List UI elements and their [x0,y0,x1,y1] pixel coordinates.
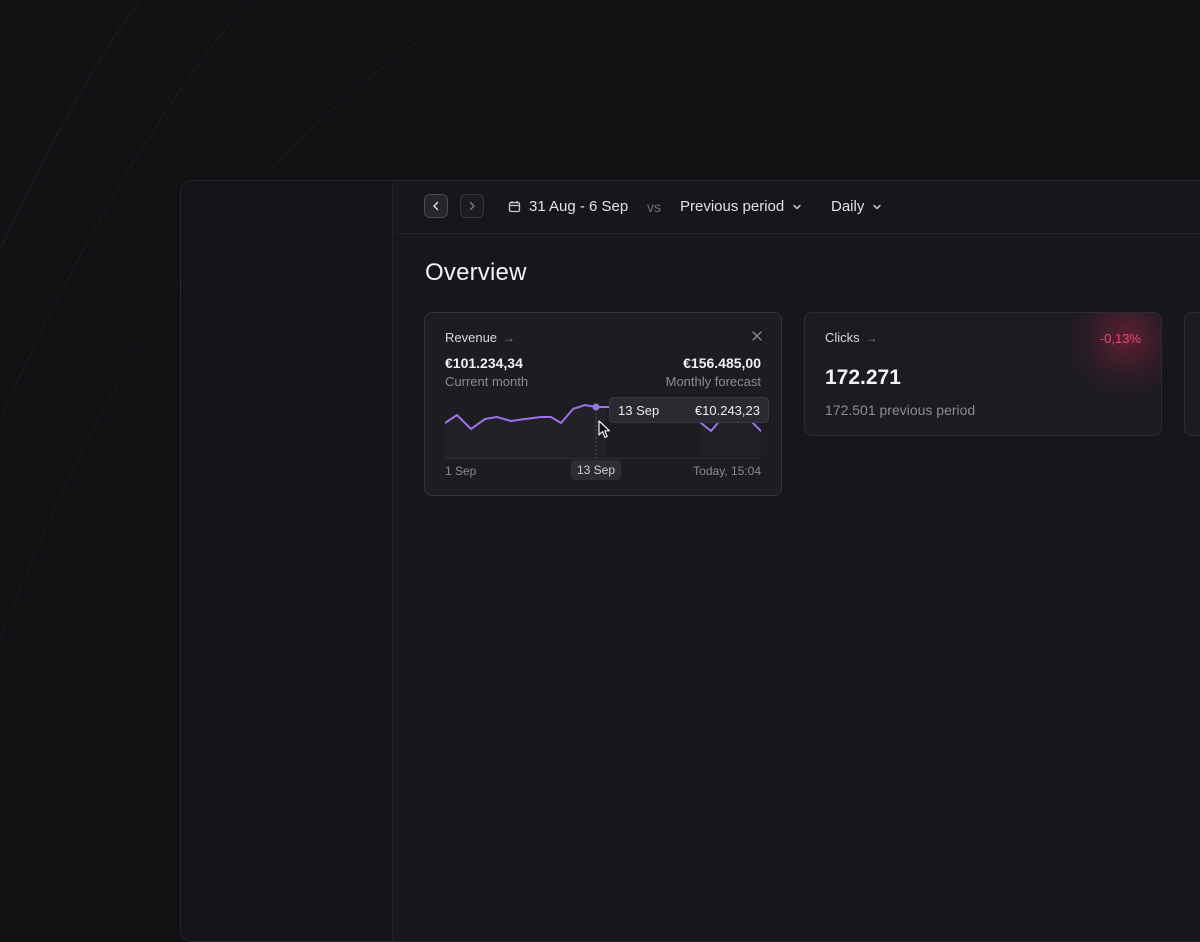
sparkline-area [445,405,605,459]
hover-point [592,403,600,411]
previous-period-button[interactable] [424,194,448,218]
chevron-down-icon [873,204,882,209]
tooltip-value: €10.243,23 [694,402,760,418]
vs-label: vs [647,199,661,215]
sparkline-forecast-area [701,417,761,459]
chevron-down-icon [793,204,801,209]
x-axis-selected-label: 13 Sep [571,460,622,480]
clicks-value: 172.271 [825,366,901,389]
arrow-right-icon: → [503,330,516,345]
date-range-label: 31 Aug - 6 Sep [529,198,629,215]
interval-dropdown[interactable]: Daily [831,198,882,215]
main-panel: 31 Aug - 6 Sep vs Previous period Daily … [393,181,1200,941]
revenue-card-header[interactable]: Revenue → [445,330,515,345]
arrow-right-icon: → [865,330,878,345]
calendar-icon [508,201,521,213]
compare-period-dropdown[interactable]: Previous period [680,198,802,215]
sidebar [181,181,393,941]
x-axis-end-label: Today, 15:04 [693,464,761,478]
clicks-card[interactable]: Clicks → -0,13% 172.271 172.501 previous… [804,312,1162,436]
revenue-card[interactable]: Revenue → €101.234,34 Current month €156… [424,312,782,496]
next-period-button[interactable] [460,194,484,218]
background-decoration [0,0,421,641]
page-title: Overview [425,259,527,286]
chevron-left-icon [433,201,439,211]
monthly-forecast-label: Monthly forecast [665,374,761,389]
current-month-value: €101.234,34 [445,355,523,371]
delta-glow [1061,313,1161,403]
clicks-previous-period: 172.501 previous period [825,402,976,418]
revenue-card-title: Revenue [445,330,498,345]
chevron-right-icon [469,201,475,211]
clicks-delta: -0,13% [1099,331,1141,346]
date-range-picker[interactable]: 31 Aug - 6 Sep [508,198,628,215]
x-axis-start-label: 1 Sep [445,464,477,478]
metric-card-partial[interactable] [1184,312,1200,436]
tooltip-date: 13 Sep [618,402,660,418]
chart-tooltip: 13 Sep €10.243,23 [609,397,769,423]
app-window: 31 Aug - 6 Sep vs Previous period Daily … [180,180,1200,942]
clicks-card-title: Clicks [825,330,860,345]
top-toolbar: 31 Aug - 6 Sep vs Previous period Daily [393,181,1200,234]
compare-period-label: Previous period [680,198,785,215]
mouse-cursor-icon [598,420,611,439]
revenue-line [445,404,610,430]
clicks-card-header[interactable]: Clicks → [825,330,878,345]
current-month-label: Current month [445,374,529,389]
close-icon[interactable] [751,330,763,342]
interval-label: Daily [831,198,865,215]
monthly-forecast-value: €156.485,00 [683,355,761,371]
